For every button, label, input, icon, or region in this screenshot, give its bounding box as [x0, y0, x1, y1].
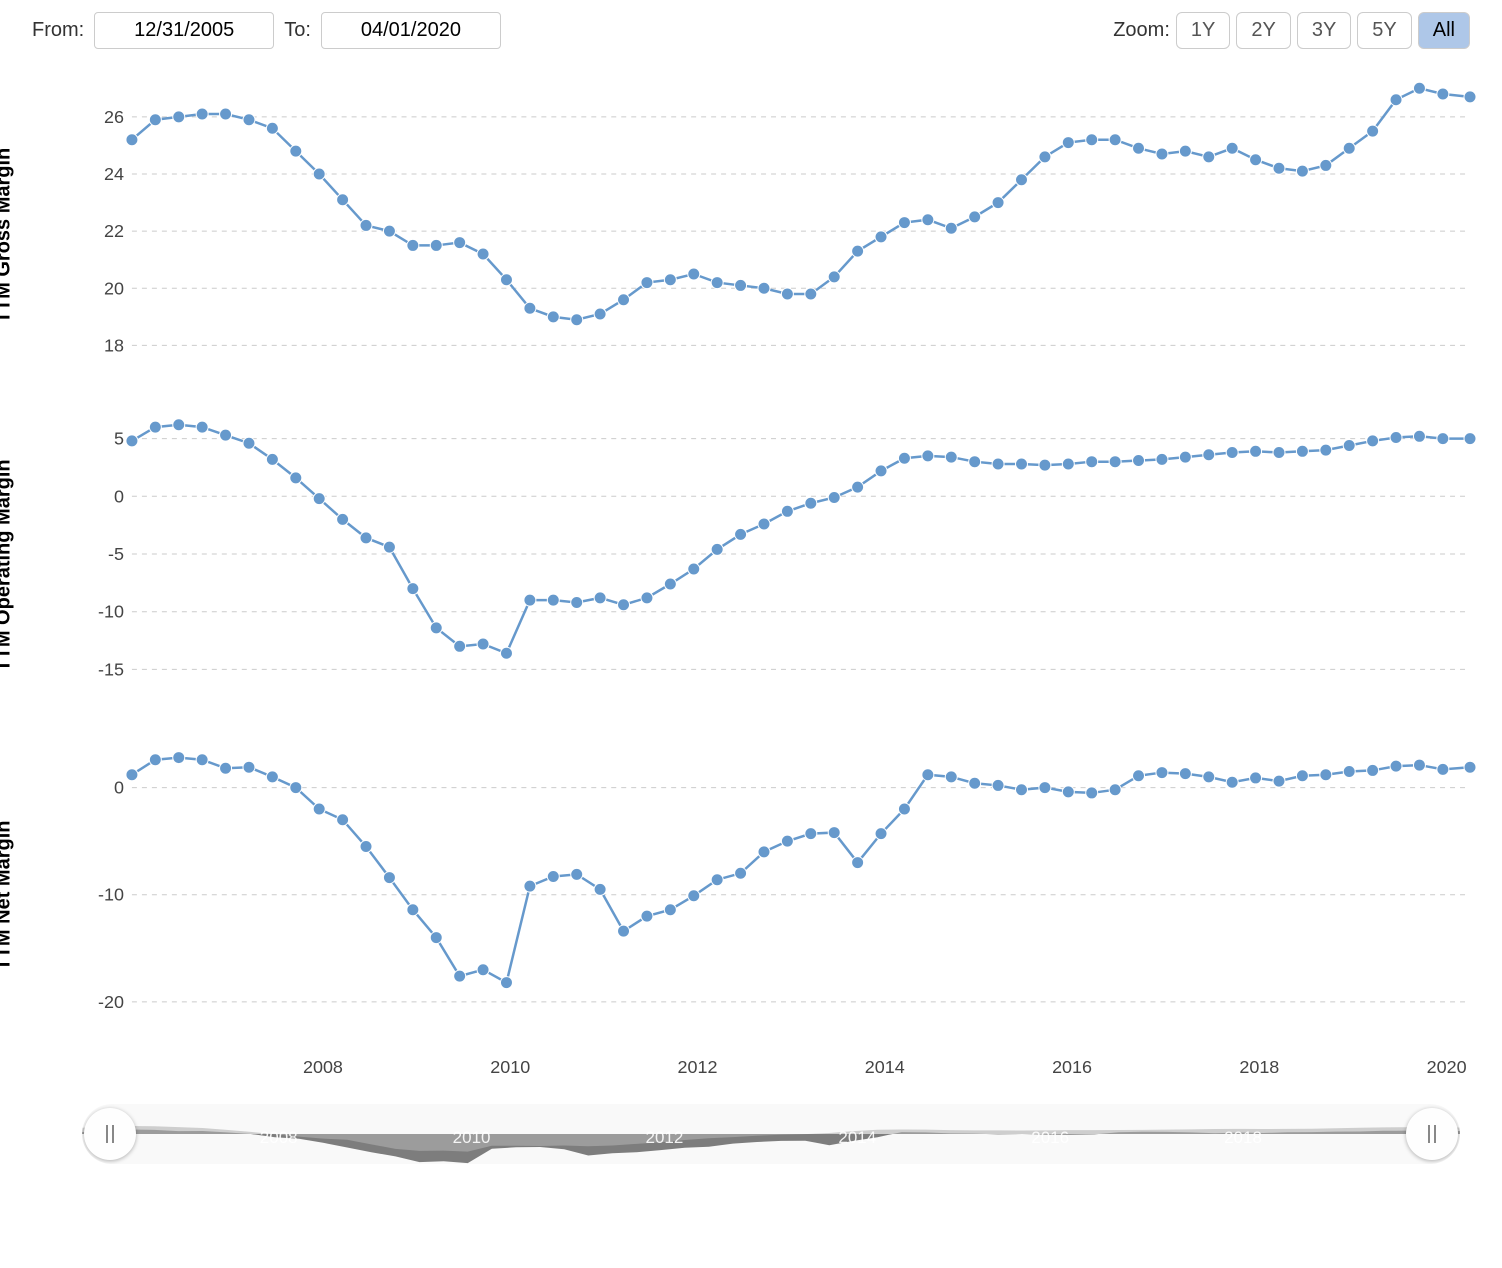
zoom-button-all[interactable]: All	[1418, 12, 1470, 49]
svg-text:-20: -20	[98, 992, 124, 1012]
svg-text:26: 26	[104, 107, 124, 127]
zoom-button-5y[interactable]: 5Y	[1357, 12, 1411, 49]
svg-text:2010: 2010	[490, 1057, 530, 1077]
to-label: To:	[284, 19, 311, 42]
range-slider[interactable]: 2008201020122014201620182020	[82, 1104, 1460, 1164]
range-slider-handle-left[interactable]	[84, 1108, 136, 1160]
svg-text:2018: 2018	[1239, 1057, 1279, 1077]
chart-2: TTM Net Margin-20-100	[12, 719, 1490, 1049]
svg-text:5: 5	[114, 429, 124, 449]
to-date-input[interactable]	[321, 12, 501, 49]
chart-0: TTM Gross Margin1820222426	[12, 59, 1490, 389]
svg-text:20: 20	[104, 278, 124, 298]
zoom-button-1y[interactable]: 1Y	[1176, 12, 1230, 49]
from-date-input[interactable]	[94, 12, 274, 49]
svg-text:24: 24	[104, 164, 124, 184]
svg-text:2016: 2016	[1052, 1057, 1092, 1077]
svg-text:-5: -5	[108, 544, 124, 564]
svg-text:2020: 2020	[1427, 1057, 1467, 1077]
chart-1: TTM Operating Margin-15-10-505	[12, 389, 1490, 719]
chart-ylabel-1: TTM Operating Margin	[0, 459, 16, 671]
chart-stack: TTM Gross Margin1820222426TTM Operating …	[12, 59, 1490, 1089]
svg-text:18: 18	[104, 335, 124, 355]
zoom-button-2y[interactable]: 2Y	[1236, 12, 1290, 49]
svg-text:22: 22	[104, 221, 124, 241]
svg-text:2014: 2014	[865, 1057, 905, 1077]
controls-bar: From: To: Zoom: 1Y2Y3Y5YAll	[12, 12, 1490, 59]
svg-text:-10: -10	[98, 885, 124, 905]
svg-text:2008: 2008	[303, 1057, 343, 1077]
date-range-controls: From: To:	[32, 12, 501, 49]
x-axis: 2008 2010 2012 2014 2016 2018 2020	[12, 1049, 1490, 1089]
svg-text:-15: -15	[98, 659, 124, 679]
range-slider-handle-right[interactable]	[1406, 1108, 1458, 1160]
zoom-label: Zoom:	[1113, 19, 1170, 42]
chart-ylabel-2: TTM Net Margin	[0, 821, 16, 971]
chart-ylabel-0: TTM Gross Margin	[0, 148, 16, 324]
zoom-button-group: 1Y2Y3Y5YAll	[1176, 12, 1470, 49]
svg-text:-10: -10	[98, 602, 124, 622]
zoom-button-3y[interactable]: 3Y	[1297, 12, 1351, 49]
svg-text:2012: 2012	[678, 1057, 718, 1077]
svg-text:0: 0	[114, 486, 124, 506]
zoom-controls: Zoom: 1Y2Y3Y5YAll	[1113, 12, 1470, 49]
from-label: From:	[32, 19, 84, 42]
svg-text:0: 0	[114, 778, 124, 798]
